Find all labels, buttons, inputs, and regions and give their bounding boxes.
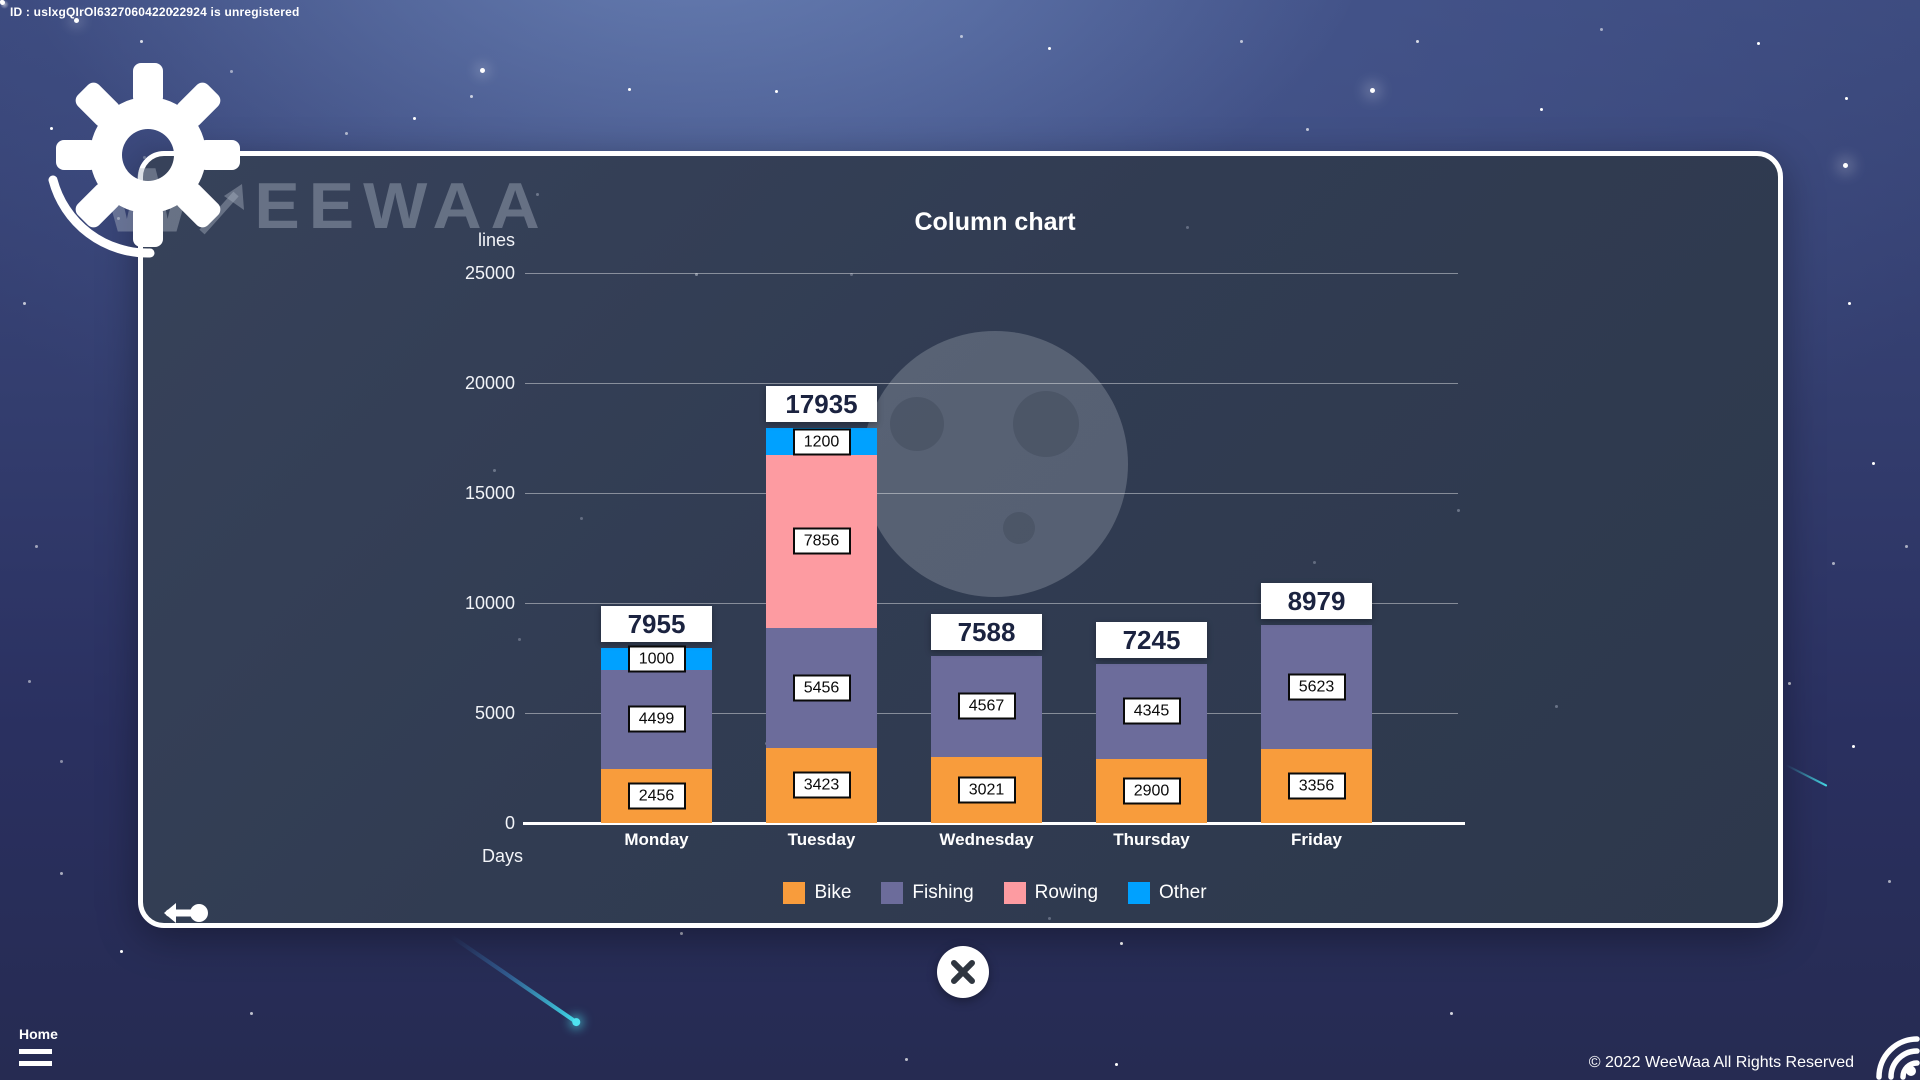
bar-total-wednesday: 7588 [931,614,1042,651]
home-label[interactable]: Home [19,1026,58,1042]
back-button[interactable] [161,900,209,926]
segment-value-label: 7856 [792,527,851,555]
y-tick-label: 10000 [464,593,515,613]
x-axis-label: Days [481,846,523,866]
close-icon [951,960,975,984]
copyright-text: © 2022 WeeWaa All Rights Reserved [1588,1054,1854,1071]
legend-swatch [881,882,904,904]
legend-swatch [783,882,806,904]
segment-value-label: 4567 [957,692,1016,720]
bar-segment-fishing-tuesday[interactable]: 5456 [766,627,877,748]
y-tick-label: 5000 [474,703,515,723]
segment-value-label: 1000 [627,645,686,673]
segment-value-label: 1200 [792,428,851,456]
y-axis-label: lines [477,230,515,250]
chart-title: Column chart [914,208,1076,236]
legend-item-other[interactable]: Other [1128,882,1207,904]
y-tick-label: 25000 [464,263,515,283]
bar-segment-bike-tuesday[interactable]: 3423 [766,747,877,823]
chart-legend: Bike Fishing Rowing Other [525,882,1465,904]
bar-segment-fishing-friday[interactable]: 5623 [1261,625,1372,750]
moon-crater [1013,391,1079,457]
x-axis-line [523,822,1465,825]
y-tick-label: 15000 [464,483,515,503]
y-axis-ticks: 0 5000 10000 15000 20000 25000 [143,263,515,833]
legend-label: Other [1159,882,1207,903]
chart-panel: Column chart lines 0 5000 10000 15000 20000 2… [138,151,1783,928]
legend-item-rowing[interactable]: Rowing [1003,882,1099,904]
bar-segment-fishing-thursday[interactable]: 4345 [1096,663,1207,760]
legend-label: Fishing [912,882,974,903]
bar-segment-bike-friday[interactable]: 3356 [1261,749,1372,823]
gridline [525,383,1458,384]
home-nav: Home [19,1026,58,1066]
segment-value-label: 2900 [1122,777,1181,805]
legend-item-bike[interactable]: Bike [783,882,851,904]
bar-segment-other-monday[interactable]: 1000 [601,645,712,673]
moon-crater [1003,512,1035,544]
moon-illustration [862,331,1128,597]
bar-segment-bike-thursday[interactable]: 2900 [1096,759,1207,823]
gridline [525,273,1458,274]
moon-crater [890,397,944,451]
segment-value-label: 5623 [1287,673,1346,701]
segment-value-label: 3021 [957,776,1016,804]
y-tick-label: 0 [504,813,515,833]
legend-label: Bike [814,882,852,903]
bar-segment-other-tuesday[interactable]: 1200 [766,428,877,456]
legend-swatch [1128,882,1151,904]
x-category-wednesday: Wednesday [939,830,1034,849]
segment-value-label: 5456 [792,674,851,702]
comet-small [1785,764,1828,787]
bar-total-monday: 7955 [601,605,712,642]
comet [449,934,580,1025]
bar-segment-bike-wednesday[interactable]: 3021 [931,756,1042,823]
x-category-tuesday: Tuesday [787,830,856,849]
segment-value-label: 2456 [627,782,686,810]
back-arrow-icon [164,903,208,923]
menu-icon[interactable] [19,1049,58,1066]
x-category-friday: Friday [1290,830,1343,849]
bar-total-tuesday: 17935 [766,386,877,423]
legend-label: Rowing [1034,882,1099,903]
legend-swatch [1003,882,1026,904]
segment-value-label: 3423 [792,771,851,799]
x-axis-categories: Monday Tuesday Wednesday Thursday Friday [525,830,1465,854]
close-button[interactable] [937,946,989,998]
bar-segment-rowing-tuesday[interactable]: 7856 [766,454,877,628]
plot-area: 2456 4499 1000 7955 3423 5456 7856 1200 17935 302… [523,273,1465,825]
x-category-monday: Monday [624,830,689,849]
y-tick-label: 20000 [464,373,515,393]
bar-total-friday: 8979 [1261,583,1372,620]
segment-value-label: 3356 [1287,772,1346,800]
segment-value-label: 4345 [1122,697,1181,725]
bar-segment-fishing-wednesday[interactable]: 4567 [931,656,1042,757]
bar-segment-bike-monday[interactable]: 2456 [601,768,712,823]
gridline [525,603,1458,604]
bar-total-thursday: 7245 [1096,621,1207,658]
x-category-thursday: Thursday [1113,830,1190,849]
signal-icon [1876,1036,1920,1080]
bar-segment-fishing-monday[interactable]: 4499 [601,669,712,769]
legend-item-fishing[interactable]: Fishing [881,882,974,904]
segment-value-label: 4499 [627,705,686,733]
gridline [525,493,1458,494]
gear-icon [48,63,240,258]
registration-notice: ID : uslxgQIrOl6327060422022924 is unreg… [10,5,300,19]
